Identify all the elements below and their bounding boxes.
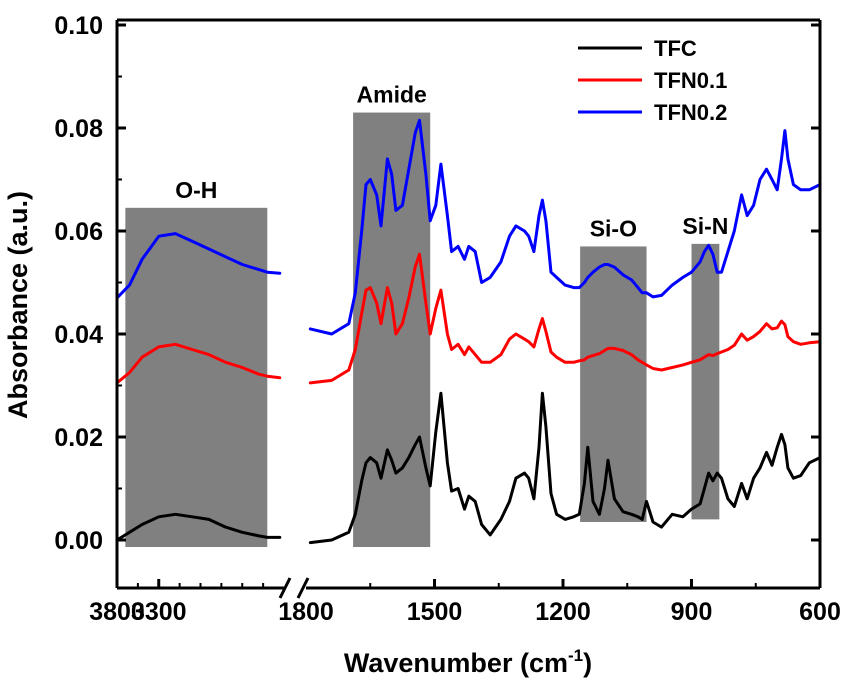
series-line-tfn0-1-high bbox=[115, 342, 282, 385]
x-axis-title: Wavenumber (cm-1) bbox=[344, 646, 592, 678]
x-tick-label: 3800 bbox=[89, 598, 145, 626]
axis-break-mark-2 bbox=[296, 577, 310, 599]
series-line-tfc-high bbox=[115, 512, 282, 542]
region-label-o-h: O-H bbox=[175, 177, 217, 203]
axis-ticks bbox=[117, 23, 820, 588]
y-tick-label: 0.04 bbox=[54, 321, 103, 349]
y-tick-label: 0.08 bbox=[54, 115, 103, 143]
region-label-si-o: Si-O bbox=[590, 215, 637, 241]
series-line-tfn0-1-low bbox=[308, 252, 822, 385]
region-si-n bbox=[691, 243, 720, 520]
y-axis-title: Absorbance (a.u.) bbox=[3, 191, 33, 419]
series-line-tfn0-2-high bbox=[115, 232, 282, 300]
axis-break-mark-1 bbox=[278, 577, 292, 599]
legend-label-tfn0-2: TFN0.2 bbox=[654, 100, 727, 125]
series-line-tfn0-2-low bbox=[308, 118, 822, 336]
x-tick-label: 1200 bbox=[535, 598, 591, 626]
series-line-tfc-low bbox=[308, 391, 822, 545]
y-tick-label: 0.00 bbox=[54, 527, 103, 555]
region-o-h bbox=[125, 207, 268, 547]
y-tick-label: 0.02 bbox=[54, 424, 103, 452]
spectra-lines bbox=[115, 118, 822, 545]
legend-label-tfn0-1: TFN0.1 bbox=[654, 68, 727, 93]
x-tick-label: 600 bbox=[799, 598, 841, 626]
y-tick-label: 0.10 bbox=[54, 12, 103, 40]
legend-label-tfc: TFC bbox=[654, 36, 697, 61]
x-tick-label: 900 bbox=[671, 598, 713, 626]
region-label-amide: Amide bbox=[357, 82, 427, 108]
legend: TFC TFN0.1 TFN0.2 bbox=[578, 36, 727, 125]
x-tick-label: 1800 bbox=[278, 598, 334, 626]
x-tick-label: 1500 bbox=[407, 598, 463, 626]
y-tick-label: 0.06 bbox=[54, 218, 103, 246]
region-label-si-n: Si-N bbox=[682, 213, 728, 239]
x-tick-label: 3300 bbox=[131, 598, 187, 626]
